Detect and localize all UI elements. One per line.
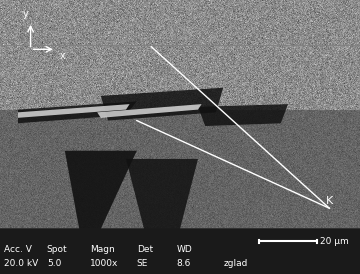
Text: SE: SE (137, 259, 148, 268)
Polygon shape (65, 151, 137, 229)
Polygon shape (0, 110, 360, 229)
Polygon shape (126, 159, 198, 229)
Polygon shape (18, 104, 130, 118)
Text: 20.0 kV: 20.0 kV (4, 259, 38, 268)
Text: 1000x: 1000x (90, 259, 118, 268)
Text: 20 μm: 20 μm (320, 237, 349, 246)
Polygon shape (198, 104, 288, 126)
Text: Magn: Magn (90, 245, 115, 254)
Text: WD: WD (176, 245, 192, 254)
Text: K: K (326, 196, 333, 206)
Text: Acc. V: Acc. V (4, 245, 31, 254)
Text: Det: Det (137, 245, 153, 254)
Text: zglad: zglad (223, 259, 248, 268)
Polygon shape (97, 104, 202, 118)
Polygon shape (18, 101, 137, 123)
Bar (0, 47, 360, 247)
Polygon shape (101, 88, 223, 121)
Text: y: y (23, 9, 29, 19)
Text: 5.0: 5.0 (47, 259, 61, 268)
Text: 8.6: 8.6 (176, 259, 191, 268)
Text: Spot: Spot (47, 245, 67, 254)
Text: x: x (59, 51, 65, 61)
